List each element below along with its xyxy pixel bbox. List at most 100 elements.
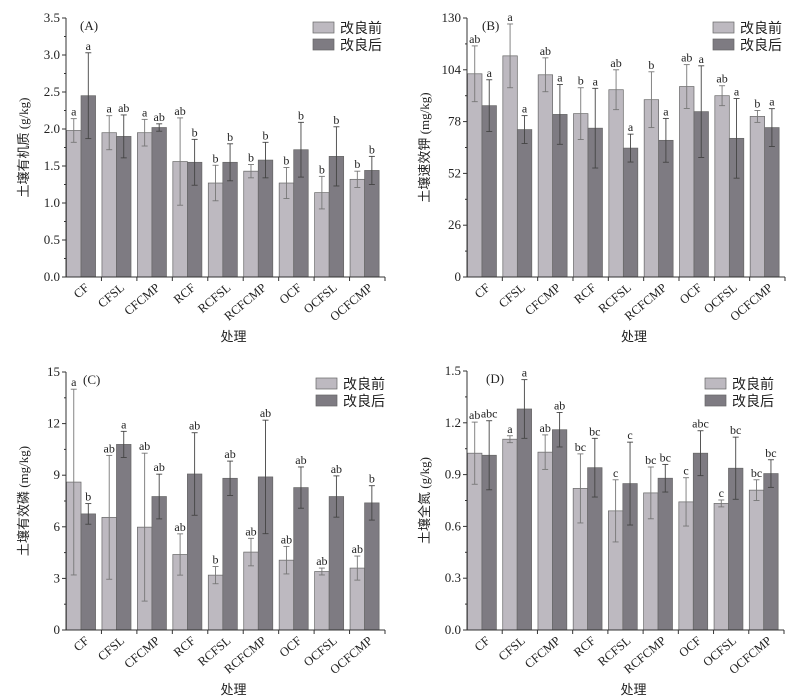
bar-after (657, 477, 673, 631)
y-tick-label: 130 (442, 10, 462, 25)
x-axis-label: 处理 (621, 329, 647, 344)
x-tick-label: CF (472, 281, 493, 302)
x-tick-label: CFCMP (522, 634, 563, 672)
y-tick-label: 0.3 (445, 570, 461, 585)
significance-letter: ab (174, 520, 185, 534)
bar-before (502, 55, 518, 278)
significance-letter: a (593, 74, 599, 88)
bar-after (692, 452, 709, 631)
significance-letter: a (628, 120, 634, 134)
x-tick-label: OCF (277, 281, 305, 307)
significance-letter: a (699, 52, 705, 66)
x-tick-label: CF (472, 634, 493, 655)
legend-swatch-before (704, 377, 727, 390)
significance-letter: ab (469, 408, 480, 422)
bar-after (222, 477, 238, 631)
bar-before (608, 89, 624, 278)
significance-letter: ab (245, 524, 256, 538)
x-tick-label: CF (71, 281, 92, 302)
x-tick-label: CFCMP (122, 281, 163, 319)
y-tick-label: 6 (54, 519, 61, 534)
x-axis-label: 处理 (620, 682, 646, 697)
bar-after (293, 487, 309, 631)
significance-letter: ab (554, 398, 565, 412)
legend-label: 改良前 (343, 376, 385, 393)
significance-letter: ab (469, 32, 480, 46)
bar-before (679, 86, 695, 278)
significance-letter: a (487, 66, 493, 80)
bar-after (763, 473, 779, 631)
bar-before (101, 132, 117, 278)
bar-after (552, 429, 568, 631)
x-tick-label: OCF (677, 281, 705, 307)
legend-label: 改良前 (340, 20, 382, 37)
legend-swatch-after (712, 38, 735, 51)
legend-label: 改良前 (732, 376, 774, 393)
significance-letter: abc (692, 417, 709, 431)
x-tick-label: CFCMP (522, 281, 563, 319)
y-tick-label: 1.2 (445, 415, 461, 430)
significance-letter: a (121, 417, 127, 431)
significance-letter: bc (730, 423, 741, 437)
bar-before (467, 73, 483, 278)
significance-letter: ab (352, 542, 363, 556)
significance-letter: c (683, 464, 688, 478)
y-tick-label: 1.5 (44, 158, 60, 173)
bar-after (764, 127, 780, 278)
legend-swatch-before (315, 377, 338, 390)
significance-letter: a (507, 422, 513, 436)
significance-letter: a (522, 366, 528, 380)
significance-letter: b (578, 74, 584, 88)
legend-label: 改良后 (740, 38, 782, 54)
significance-letter: a (734, 84, 740, 98)
significance-letter: ab (154, 460, 165, 474)
x-tick-label: OCF (676, 634, 704, 660)
significance-letter: b (333, 113, 339, 127)
y-tick-label: 1.5 (445, 363, 461, 378)
significance-letter: b (283, 153, 289, 167)
y-tick-label: 0.6 (445, 518, 462, 533)
legend-swatch-before (312, 21, 335, 34)
significance-letter: b (213, 553, 219, 567)
significance-letter: bc (751, 466, 762, 480)
significance-letter: b (227, 130, 233, 144)
significance-letter: a (507, 10, 513, 24)
bar-before (537, 451, 553, 631)
x-tick-label: RCF (171, 634, 198, 660)
bar-after (516, 129, 533, 278)
y-tick-label: 78 (448, 114, 461, 129)
y-tick-label: 3.0 (44, 47, 60, 62)
x-axis-label: 处理 (220, 682, 246, 697)
significance-letter: ab (281, 532, 292, 546)
significance-letter: ab (331, 462, 342, 476)
significance-letter: a (71, 105, 77, 119)
bar-before (243, 170, 259, 278)
y-tick-label: 0 (54, 622, 61, 637)
significance-letter: bc (765, 446, 776, 460)
y-tick-label: 2.0 (44, 121, 60, 136)
x-tick-label: CF (71, 634, 92, 655)
bar-before (714, 95, 730, 278)
panel-label: (D) (486, 371, 504, 386)
significance-letter: ab (260, 406, 271, 420)
y-tick-label: 52 (448, 165, 461, 180)
panel-label: (B) (482, 18, 499, 33)
significance-letter: b (648, 58, 654, 72)
significance-letter: bc (645, 453, 656, 467)
legend-swatch-after (315, 394, 338, 407)
y-tick-label: 3.5 (44, 10, 60, 25)
significance-letter: ab (681, 51, 692, 65)
legend-swatch-before (712, 21, 735, 34)
y-tick-label: 0.5 (44, 232, 60, 247)
legend-swatch-after (704, 394, 727, 407)
y-tick-label: 9 (54, 467, 61, 482)
bar-before (314, 571, 330, 631)
y-tick-label: 104 (442, 62, 462, 77)
panel-c: aab ababbababababbaababababababb03691215C… (16, 364, 386, 697)
x-tick-label: RCF (571, 281, 598, 307)
legend-label: 改良后 (340, 38, 382, 54)
